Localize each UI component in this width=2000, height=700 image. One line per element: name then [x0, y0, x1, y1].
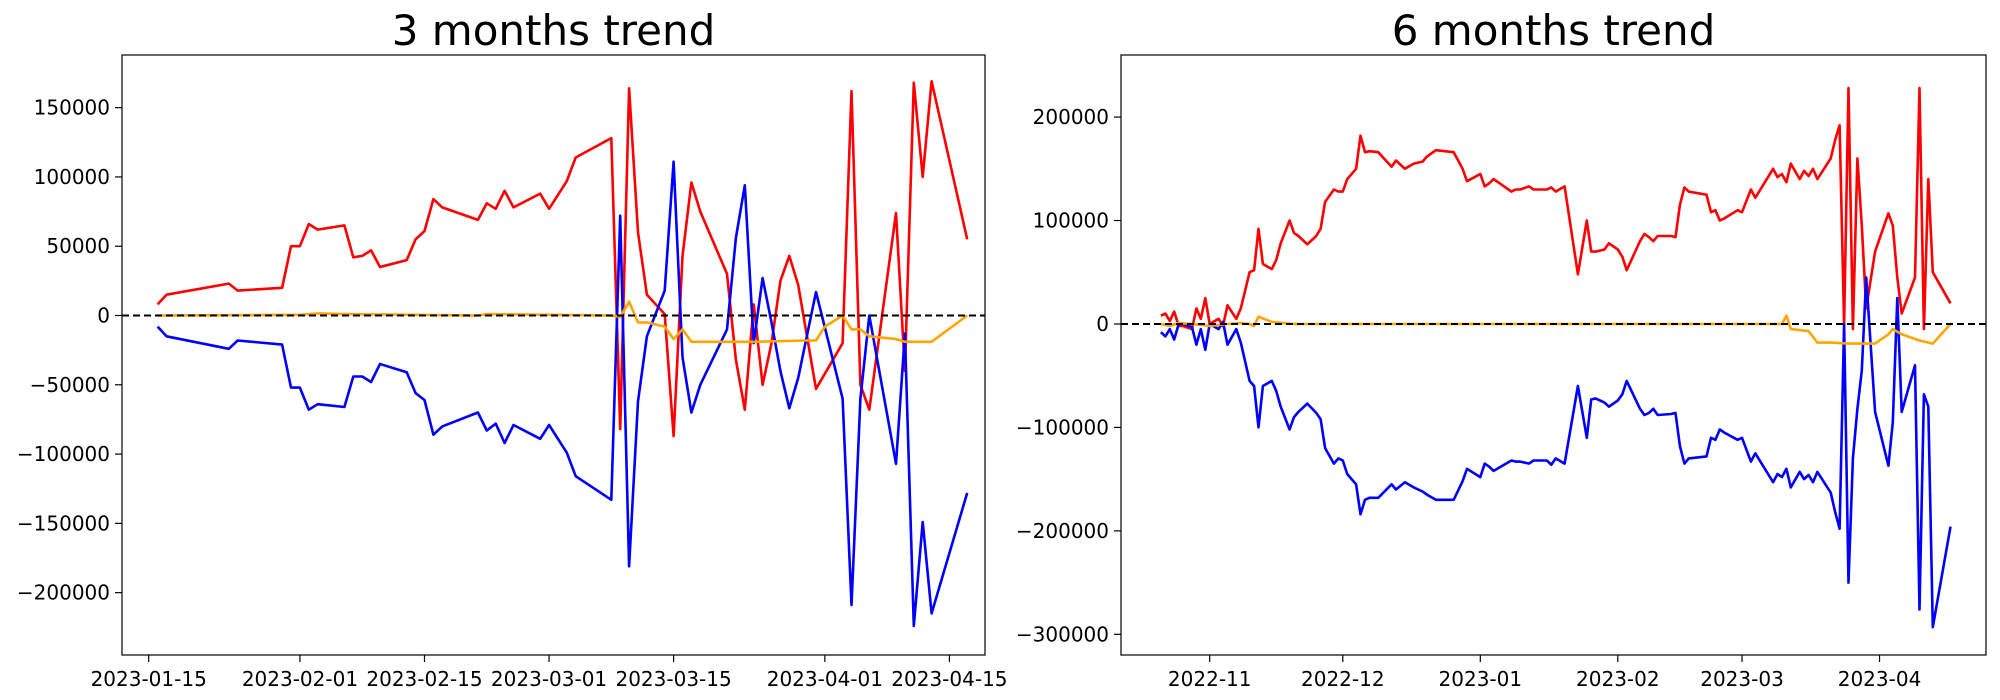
chart-title: 6 months trend — [1392, 6, 1716, 55]
x-tick-label: 2023-04-01 — [767, 667, 883, 691]
series-line-2 — [1160, 314, 1952, 345]
y-tick-label: −100000 — [17, 442, 110, 466]
y-tick-label: 200000 — [1033, 105, 1109, 129]
x-tick-label: 2023-04 — [1838, 667, 1922, 691]
x-tick-label: 2023-01-15 — [91, 667, 207, 691]
y-tick-label: −150000 — [17, 511, 110, 535]
y-tick-label: −50000 — [30, 373, 110, 397]
x-tick-label: 2023-04-15 — [891, 667, 1007, 691]
x-tick-label: 2023-03-01 — [491, 667, 607, 691]
y-tick-label: 50000 — [46, 234, 110, 258]
y-tick-label: −200000 — [17, 581, 110, 605]
chart-6-months: 6 months trend 200000 100000 0 −100000 −20000… — [1016, 6, 1987, 691]
x-tick-label: 2023-02-15 — [366, 667, 482, 691]
x-tick-label: 2022-12 — [1301, 667, 1385, 691]
series-line-0 — [1160, 86, 1952, 331]
x-tick-label: 2023-03 — [1700, 667, 1784, 691]
y-tick-label: 0 — [1096, 312, 1109, 336]
plot-frame — [121, 54, 986, 656]
chart-3-months: 3 months trend 150000 100000 50000 0 −50000 −1… — [17, 6, 1008, 691]
y-tick-label: −100000 — [1016, 415, 1109, 439]
series-line-1 — [156, 160, 969, 628]
y-tick-label: −300000 — [1016, 622, 1109, 646]
x-tick-label: 2022-11 — [1168, 667, 1252, 691]
series-line-1 — [1160, 276, 1952, 629]
x-tick-label: 2023-03-15 — [615, 667, 731, 691]
x-tick-label: 2023-02-01 — [242, 667, 358, 691]
y-tick-label: 100000 — [34, 165, 110, 189]
plot-frame — [1120, 54, 1987, 656]
y-tick-label: −200000 — [1016, 519, 1109, 543]
x-tick-label: 2023-02 — [1576, 667, 1660, 691]
series-line-0 — [156, 80, 969, 438]
y-tick-label: 100000 — [1033, 209, 1109, 233]
chart-title: 3 months trend — [392, 6, 716, 55]
y-tick-label: 150000 — [34, 96, 110, 120]
x-tick-label: 2023-01 — [1439, 667, 1523, 691]
series-line-2 — [157, 300, 968, 344]
y-tick-label: 0 — [97, 304, 110, 328]
